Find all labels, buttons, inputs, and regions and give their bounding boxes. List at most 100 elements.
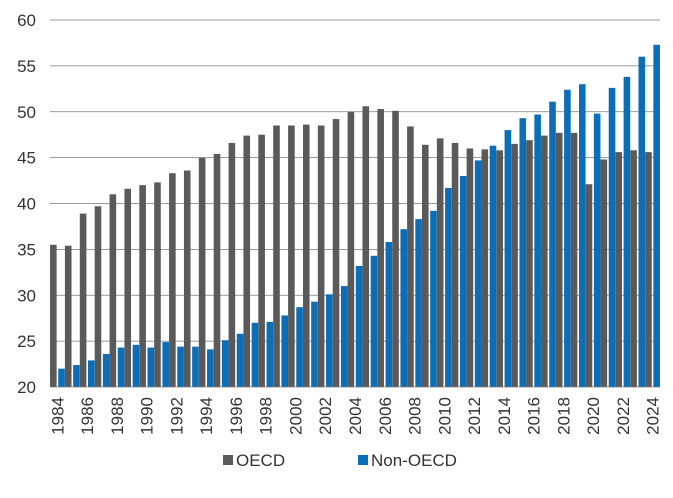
bar-oecd-2014 bbox=[496, 150, 503, 387]
bar-oecd-1996 bbox=[228, 142, 236, 387]
x-tick-label-2002: 2002 bbox=[316, 397, 335, 435]
bar-non-oecd-2023 bbox=[638, 56, 646, 387]
bar-non-oecd-2024 bbox=[653, 44, 660, 388]
bar-oecd-1999 bbox=[273, 125, 280, 387]
x-tick-label-1990: 1990 bbox=[138, 397, 157, 435]
bar-non-oecd-2007 bbox=[400, 229, 408, 387]
x-tick-label-2010: 2010 bbox=[435, 397, 454, 435]
bar-non-oecd-2010 bbox=[445, 187, 452, 387]
bar-oecd-2011 bbox=[451, 142, 459, 387]
bar-non-oecd-1993 bbox=[192, 346, 199, 387]
bar-non-oecd-1984 bbox=[58, 368, 65, 387]
x-tick-label-2006: 2006 bbox=[376, 397, 395, 435]
bar-oecd-2020 bbox=[585, 184, 593, 387]
bar-oecd-2004 bbox=[347, 111, 355, 387]
bar-oecd-2013 bbox=[481, 149, 489, 387]
bar-non-oecd-2005 bbox=[370, 255, 378, 387]
x-tick-label-1984: 1984 bbox=[48, 397, 67, 435]
bar-non-oecd-2015 bbox=[519, 118, 527, 388]
bar-oecd-2007 bbox=[392, 110, 399, 388]
y-tick-label-20: 20 bbox=[17, 378, 36, 397]
x-tick-label-1998: 1998 bbox=[257, 397, 276, 435]
legend: OECD Non-OECD bbox=[223, 451, 457, 470]
bar-non-oecd-1990 bbox=[147, 347, 155, 387]
bar-non-oecd-1994 bbox=[207, 349, 214, 387]
x-tick-label-2020: 2020 bbox=[584, 397, 603, 435]
bar-oecd-1985 bbox=[64, 245, 72, 387]
bar-non-oecd-1989 bbox=[132, 344, 140, 387]
legend-label-non-oecd: Non-OECD bbox=[371, 451, 457, 470]
gridlines bbox=[50, 19, 660, 342]
bar-oecd-1989 bbox=[124, 188, 132, 387]
bar-non-oecd-1998 bbox=[266, 321, 274, 387]
bar-oecd-1997 bbox=[243, 135, 251, 387]
bar-oecd-1987 bbox=[94, 206, 102, 387]
x-tick-label-1996: 1996 bbox=[227, 397, 246, 435]
bar-oecd-2021 bbox=[600, 159, 608, 387]
bar-non-oecd-2011 bbox=[459, 175, 467, 387]
y-tick-label-40: 40 bbox=[17, 195, 36, 214]
bar-non-oecd-2018 bbox=[564, 89, 571, 387]
bar-non-oecd-2012 bbox=[474, 160, 482, 387]
bar-non-oecd-2002 bbox=[326, 294, 333, 387]
x-tick-label-2024: 2024 bbox=[644, 397, 663, 435]
bar-oecd-2016 bbox=[526, 140, 533, 387]
x-tick-label-2018: 2018 bbox=[554, 397, 573, 435]
bar-oecd-2019 bbox=[570, 132, 578, 387]
bar-non-oecd-2008 bbox=[415, 219, 422, 387]
bar-non-oecd-1987 bbox=[102, 353, 110, 387]
bar-non-oecd-1992 bbox=[177, 346, 184, 387]
bar-non-oecd-1996 bbox=[236, 333, 244, 387]
bar-non-oecd-1985 bbox=[73, 364, 80, 387]
y-tick-label-60: 60 bbox=[17, 11, 36, 30]
bar-oecd-2009 bbox=[421, 144, 429, 387]
bar-oecd-1991 bbox=[154, 182, 161, 387]
y-axis-tick-labels: 20 25 30 35 40 45 50 55 60 bbox=[17, 11, 36, 397]
x-tick-label-2000: 2000 bbox=[286, 397, 305, 435]
bars bbox=[50, 44, 660, 388]
x-tick-label-2014: 2014 bbox=[495, 397, 514, 435]
bar-oecd-1988 bbox=[109, 194, 117, 387]
legend-swatch-non-oecd bbox=[358, 455, 368, 465]
bar-oecd-2001 bbox=[302, 124, 310, 387]
x-tick-label-2016: 2016 bbox=[525, 397, 544, 435]
bar-oecd-2024 bbox=[645, 152, 652, 387]
x-tick-label-1992: 1992 bbox=[167, 397, 186, 435]
bar-non-oecd-1991 bbox=[162, 342, 169, 387]
bar-non-oecd-2014 bbox=[504, 130, 512, 387]
y-tick-label-25: 25 bbox=[17, 332, 36, 351]
bar-non-oecd-2017 bbox=[549, 101, 556, 387]
x-tick-label-2012: 2012 bbox=[465, 397, 484, 435]
bar-non-oecd-2000 bbox=[296, 307, 303, 387]
bar-oecd-1984 bbox=[50, 244, 57, 387]
bar-non-oecd-2019 bbox=[578, 84, 586, 387]
bar-oecd-1992 bbox=[169, 173, 176, 387]
x-tick-label-1988: 1988 bbox=[108, 397, 127, 435]
bar-oecd-1995 bbox=[213, 153, 221, 387]
y-tick-label-35: 35 bbox=[17, 240, 36, 259]
bar-non-oecd-1999 bbox=[281, 315, 289, 387]
bar-oecd-2010 bbox=[436, 138, 444, 387]
y-tick-label-30: 30 bbox=[17, 286, 36, 305]
x-tick-label-2022: 2022 bbox=[614, 397, 633, 435]
bar-oecd-2023 bbox=[630, 150, 637, 387]
x-tick-label-1994: 1994 bbox=[197, 397, 216, 435]
bar-oecd-2015 bbox=[511, 143, 518, 387]
bar-oecd-2006 bbox=[377, 108, 384, 387]
bar-non-oecd-2003 bbox=[340, 286, 348, 387]
y-tick-label-45: 45 bbox=[17, 149, 36, 168]
y-tick-label-55: 55 bbox=[17, 57, 36, 76]
bar-oecd-2022 bbox=[615, 152, 623, 387]
x-tick-label-2004: 2004 bbox=[346, 397, 365, 435]
y-tick-label-50: 50 bbox=[17, 103, 36, 122]
bar-non-oecd-1988 bbox=[117, 347, 125, 387]
bar-oecd-1986 bbox=[79, 213, 87, 387]
bar-oecd-1998 bbox=[258, 134, 265, 387]
legend-swatch-oecd bbox=[223, 455, 233, 465]
bar-oecd-1994 bbox=[198, 157, 206, 387]
bar-non-oecd-2020 bbox=[593, 113, 601, 388]
bar-oecd-2003 bbox=[332, 119, 340, 387]
x-tick-label-1986: 1986 bbox=[78, 397, 97, 435]
bar-non-oecd-2022 bbox=[623, 76, 631, 387]
